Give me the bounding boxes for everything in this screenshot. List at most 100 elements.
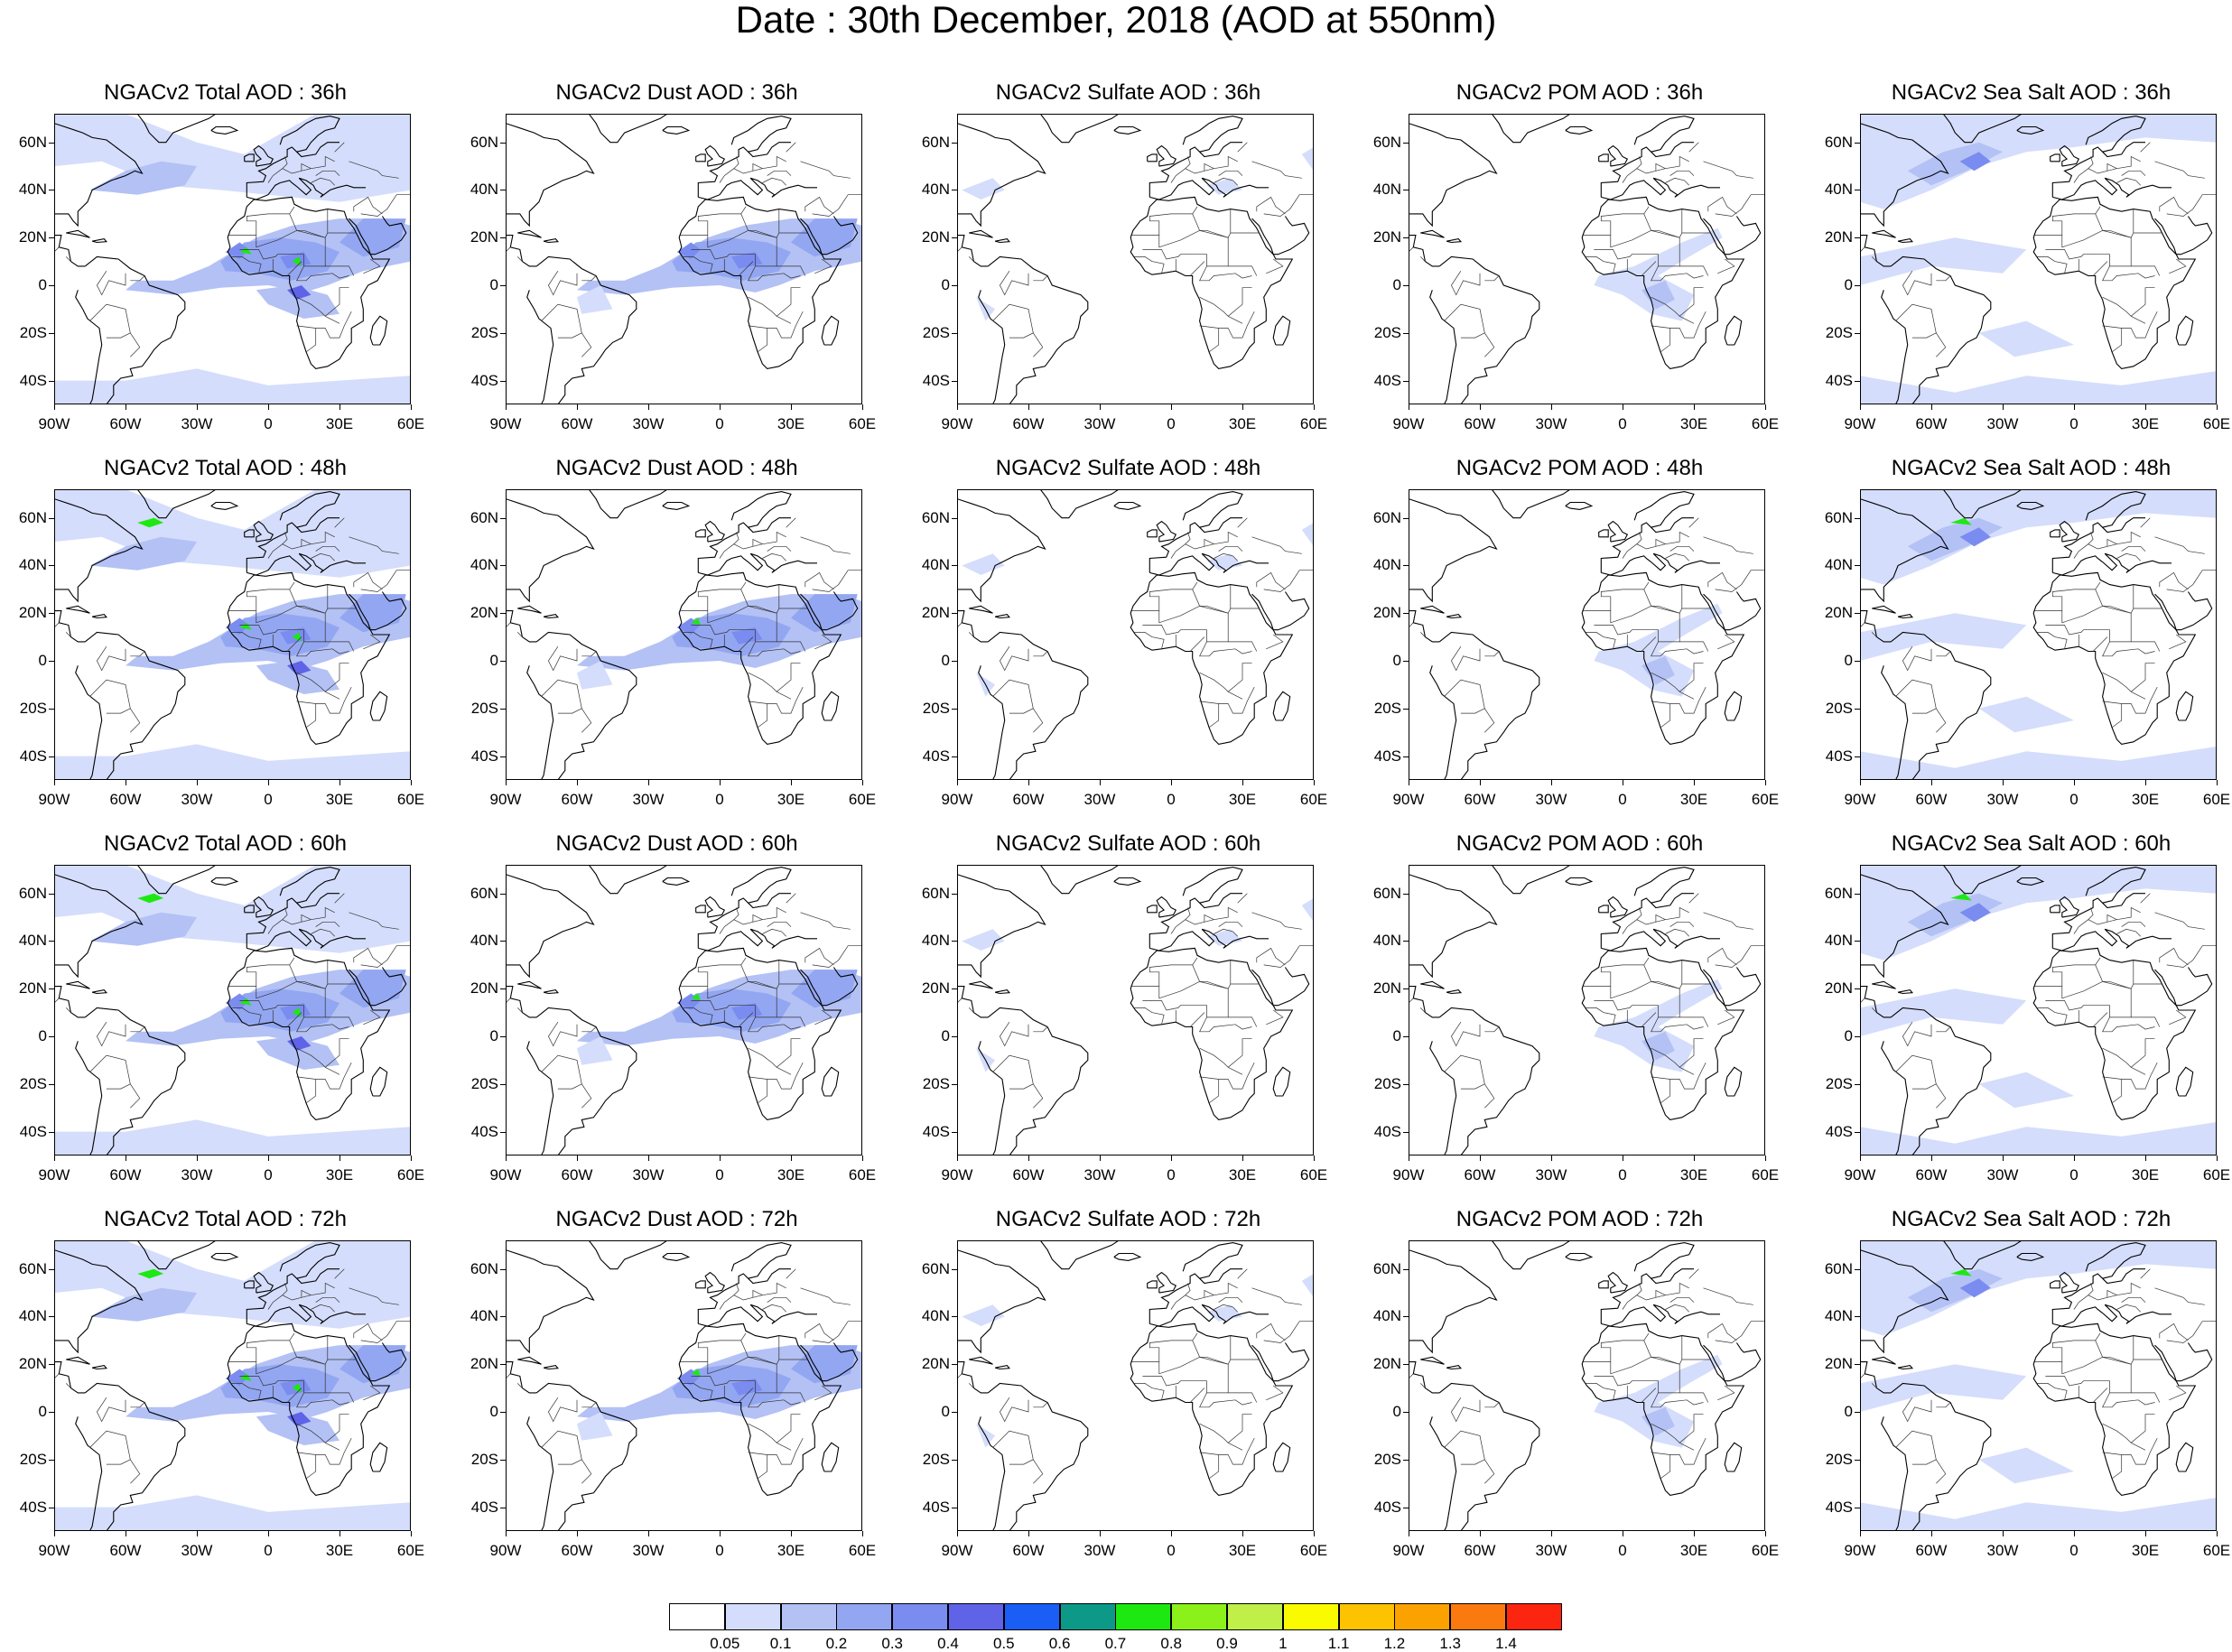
lat-tick (1855, 1412, 1860, 1414)
coastline (2175, 1066, 2194, 1097)
lon-tick (268, 1531, 269, 1536)
country-border (363, 634, 381, 650)
coastline (678, 1323, 842, 1496)
coastline (978, 1041, 1006, 1155)
coastline (1420, 229, 1445, 238)
coastline (662, 501, 691, 510)
lon-tick (957, 1531, 958, 1536)
lat-tick-label: 0 (489, 1403, 498, 1421)
lon-tick-label: 60W (1464, 1166, 1496, 1183)
coastline (535, 255, 637, 404)
country-border (1130, 1356, 1229, 1394)
coastline (506, 498, 595, 603)
country-border (1484, 651, 1500, 657)
lon-tick (1314, 1155, 1315, 1161)
coastline (1156, 1271, 1177, 1294)
coastline (588, 114, 668, 144)
panel-title: NGACv2 Sea Salt AOD : 48h (1891, 456, 2172, 480)
lon-tick-label: 30W (1083, 1166, 1116, 1183)
country-border (679, 229, 777, 267)
country-border (777, 265, 806, 276)
lat-tick (952, 1316, 957, 1318)
lat-tick (1403, 708, 1409, 710)
lat-tick-label: 0 (941, 1027, 950, 1045)
country-border (748, 641, 801, 657)
aod-shading (1950, 517, 1972, 525)
country-border (1444, 1430, 1485, 1465)
coastline (1149, 893, 1242, 949)
coastline (698, 928, 817, 951)
aod-map (54, 489, 411, 780)
coastline (244, 153, 255, 162)
coastline (1942, 865, 2023, 895)
coastline (54, 874, 144, 979)
lon-tick-label: 0 (1618, 1542, 1627, 1559)
country-border (301, 1289, 312, 1298)
lat-tick-label: 60N (1824, 1259, 1853, 1277)
lon-tick (1100, 1155, 1101, 1161)
country-border (228, 605, 326, 643)
country-border (1584, 1383, 1616, 1400)
country-border (1218, 1296, 1243, 1303)
coastline (2016, 877, 2045, 886)
lon-tick-label: 0 (264, 415, 273, 432)
lon-tick (1314, 1531, 1315, 1536)
coastline (253, 896, 274, 918)
lon-tick-label: 60E (1299, 791, 1328, 808)
lon-tick (1242, 1531, 1243, 1536)
lon-tick-label: 0 (1167, 415, 1176, 432)
lat-tick-label: 20N (1824, 604, 1853, 622)
country-border (1936, 275, 1951, 282)
country-border (1715, 945, 1765, 968)
country-border (697, 206, 747, 236)
aod-shading (676, 242, 701, 259)
coastline (66, 605, 90, 614)
country-border (1218, 921, 1243, 927)
lon-tick-label: 30E (1228, 415, 1257, 432)
country-border (1149, 581, 1198, 611)
coastline (1130, 1323, 1294, 1496)
country-border (777, 1066, 792, 1075)
country-border (228, 1356, 326, 1394)
lat-tick (500, 332, 506, 334)
coastline (526, 1416, 554, 1531)
lat-tick (952, 941, 957, 942)
lon-tick-label: 30E (2131, 1166, 2160, 1183)
lon-tick (577, 1155, 578, 1161)
country-border (1679, 691, 1695, 700)
lat-tick-label: 0 (38, 276, 47, 294)
country-border (541, 303, 582, 339)
lat-tick-label: 40N (921, 556, 950, 574)
country-border (1703, 536, 1753, 554)
coastline (1703, 1342, 1762, 1382)
country-border (2102, 1392, 2155, 1408)
coastline (1156, 520, 1177, 543)
country-border (286, 1012, 302, 1027)
aod-shading (1959, 527, 1991, 547)
country-border (1214, 1304, 1238, 1313)
lon-tick (1171, 780, 1172, 785)
country-border (2116, 552, 2141, 561)
aod-map-svg (1860, 489, 2217, 780)
lon-tick (720, 404, 721, 410)
lat-tick-label: 40N (1824, 181, 1853, 199)
coastline (730, 1242, 792, 1279)
lon-tick (1694, 1531, 1695, 1536)
lon-tick (791, 780, 792, 785)
country-border (719, 155, 786, 183)
country-border (282, 907, 288, 920)
country-border (65, 1007, 71, 1013)
lat-tick-label: 0 (1392, 652, 1401, 670)
lat-tick (952, 1083, 957, 1085)
coastline (957, 1361, 989, 1394)
map-panel: NGACv2 POM AOD : 48h 60N 40N 20N 0 20S 40S 90W 6… (1354, 455, 1805, 825)
country-border (1582, 605, 1680, 643)
lon-tick (506, 1155, 507, 1161)
lat-tick (500, 142, 506, 144)
lon-tick-label: 60W (561, 1542, 593, 1559)
coastline (543, 988, 560, 995)
lat-tick (1403, 1459, 1409, 1461)
aod-shading (1860, 1364, 2027, 1412)
country-border (2111, 703, 2123, 729)
country-border (1703, 912, 1753, 930)
